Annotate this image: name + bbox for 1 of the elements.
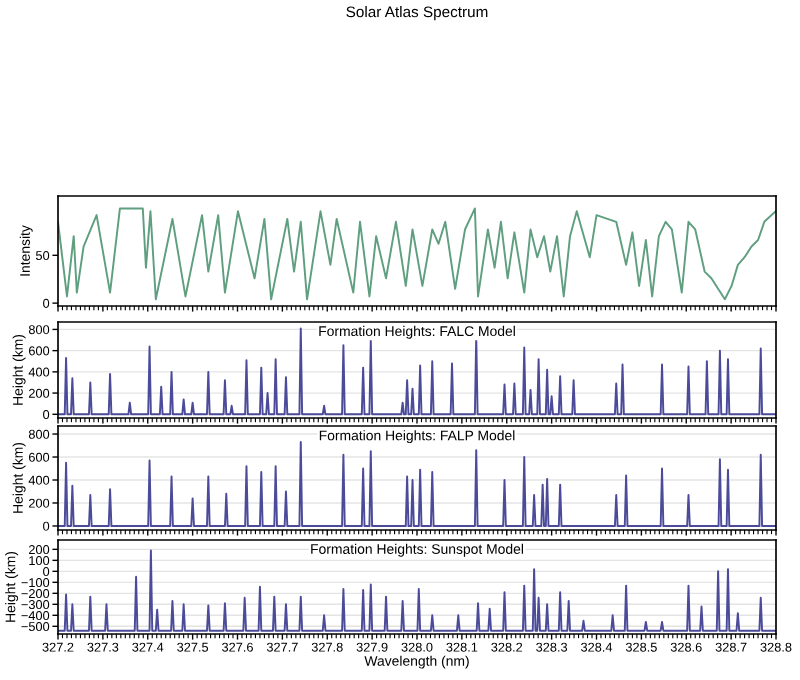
line-series: [58, 207, 776, 301]
